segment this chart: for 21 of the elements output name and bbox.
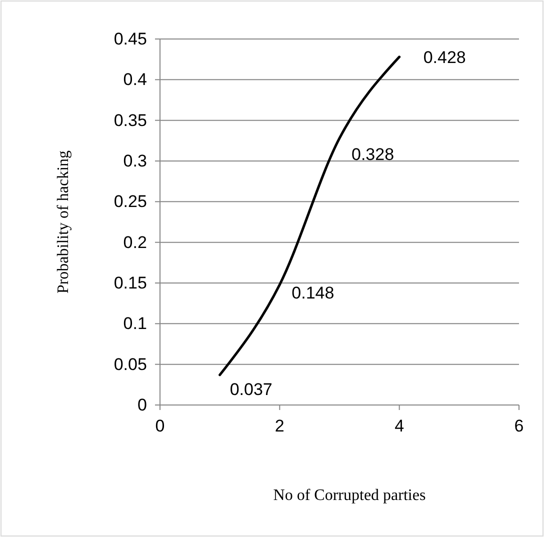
y-tick-label: 0 — [137, 395, 147, 414]
data-label: 0.148 — [292, 284, 334, 303]
y-axis-title: Probability of hacking — [55, 150, 72, 294]
x-tick-label: 0 — [155, 416, 165, 436]
y-tick-label: 0.35 — [114, 110, 147, 130]
x-axis-title: No of Corrupted parties — [273, 487, 426, 504]
x-tick-label: 4 — [394, 416, 404, 436]
data-label: 0.428 — [423, 48, 466, 67]
y-tick-label: 0.45 — [114, 29, 147, 48]
x-tick-label: 2 — [274, 416, 284, 436]
x-tick-label: 6 — [514, 416, 524, 436]
y-tick-label: 0.2 — [123, 232, 147, 252]
y-tick-label: 0.05 — [114, 354, 147, 374]
y-tick-label: 0.1 — [123, 314, 147, 334]
y-tick-label: 0.15 — [114, 273, 147, 292]
data-label: 0.328 — [352, 145, 394, 164]
y-tick-label: 0.3 — [123, 151, 147, 170]
y-tick-label: 0.4 — [123, 70, 147, 90]
y-tick-label: 0.25 — [114, 192, 147, 212]
data-label: 0.037 — [230, 380, 272, 399]
line-series — [218, 56, 401, 376]
